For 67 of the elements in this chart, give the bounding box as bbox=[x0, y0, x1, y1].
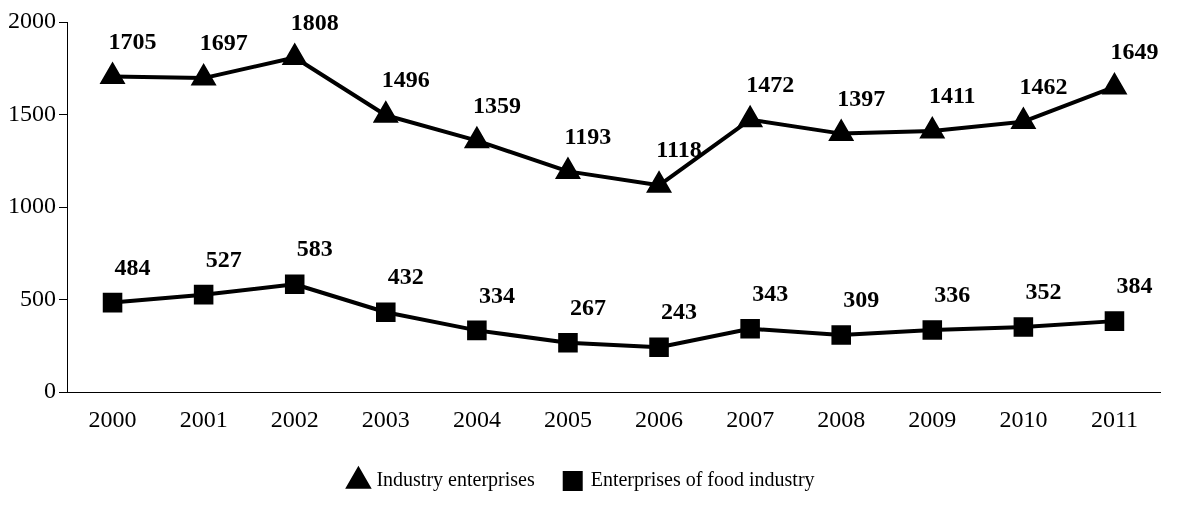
point bbox=[1010, 106, 1037, 130]
point bbox=[102, 292, 123, 313]
x-tick-label: 2001 bbox=[179, 405, 228, 432]
point bbox=[192, 65, 216, 86]
data-label: 267 bbox=[569, 293, 606, 320]
data-label: 1472 bbox=[746, 70, 795, 97]
y-tick-label: 1500 bbox=[8, 99, 56, 126]
point bbox=[737, 104, 763, 128]
point bbox=[284, 274, 305, 295]
x-tick-label: 2004 bbox=[452, 405, 501, 432]
legend-label: Enterprises of food industry bbox=[590, 468, 815, 492]
point bbox=[1102, 73, 1126, 95]
data-label: 1705 bbox=[108, 27, 157, 54]
point bbox=[647, 172, 671, 193]
data-label: 352 bbox=[1025, 278, 1062, 305]
point bbox=[922, 320, 943, 340]
point bbox=[649, 337, 669, 357]
x-tick-label: 2003 bbox=[361, 405, 410, 432]
point bbox=[464, 125, 490, 149]
point bbox=[740, 318, 760, 339]
data-label: 1193 bbox=[564, 122, 612, 149]
data-label: 1496 bbox=[381, 66, 430, 93]
x-tick-label: 2008 bbox=[817, 405, 866, 432]
data-label: 1697 bbox=[199, 29, 248, 56]
x-tick-label: 2005 bbox=[543, 405, 592, 432]
x-tick-label: 2011 bbox=[1090, 405, 1139, 432]
y-tick-label: 2000 bbox=[8, 7, 56, 34]
data-label: 484 bbox=[114, 253, 151, 280]
point bbox=[1013, 317, 1034, 337]
data-label: 384 bbox=[1116, 272, 1153, 299]
x-tick-label: 2002 bbox=[270, 405, 319, 432]
data-label: 243 bbox=[661, 298, 698, 325]
x-tick-label: 2007 bbox=[726, 405, 775, 432]
point bbox=[920, 118, 944, 139]
data-label: 334 bbox=[478, 281, 515, 308]
point bbox=[99, 61, 126, 85]
point bbox=[556, 158, 580, 179]
data-label: 309 bbox=[843, 286, 880, 313]
point bbox=[467, 320, 487, 341]
data-label: 527 bbox=[205, 245, 242, 272]
y-tick-label: 0 bbox=[44, 377, 56, 404]
data-label: 1411 bbox=[928, 82, 976, 109]
data-label: 1397 bbox=[837, 84, 886, 111]
data-label: 583 bbox=[296, 235, 333, 262]
point bbox=[1104, 311, 1125, 331]
point bbox=[193, 284, 214, 305]
data-label: 1359 bbox=[472, 91, 521, 118]
data-label: 1808 bbox=[290, 8, 339, 35]
point bbox=[376, 302, 396, 323]
x-tick-label: 2000 bbox=[88, 405, 137, 432]
point bbox=[828, 118, 854, 142]
data-label: 343 bbox=[752, 279, 789, 306]
data-label: 432 bbox=[387, 263, 424, 290]
data-label: 1118 bbox=[656, 136, 702, 163]
x-tick-label: 2010 bbox=[999, 405, 1048, 432]
y-tick-label: 1000 bbox=[8, 192, 56, 219]
y-tick-label: 500 bbox=[20, 284, 56, 311]
x-tick-label: 2006 bbox=[635, 405, 684, 432]
point bbox=[374, 102, 398, 123]
point bbox=[831, 325, 851, 345]
data-label: 1649 bbox=[1110, 38, 1159, 65]
x-tick-label: 2009 bbox=[908, 405, 957, 432]
legend-label: Industry enterprises bbox=[376, 468, 535, 492]
point bbox=[281, 42, 307, 66]
point bbox=[558, 333, 578, 353]
data-label: 336 bbox=[934, 281, 971, 308]
data-label: 1462 bbox=[1019, 72, 1068, 99]
